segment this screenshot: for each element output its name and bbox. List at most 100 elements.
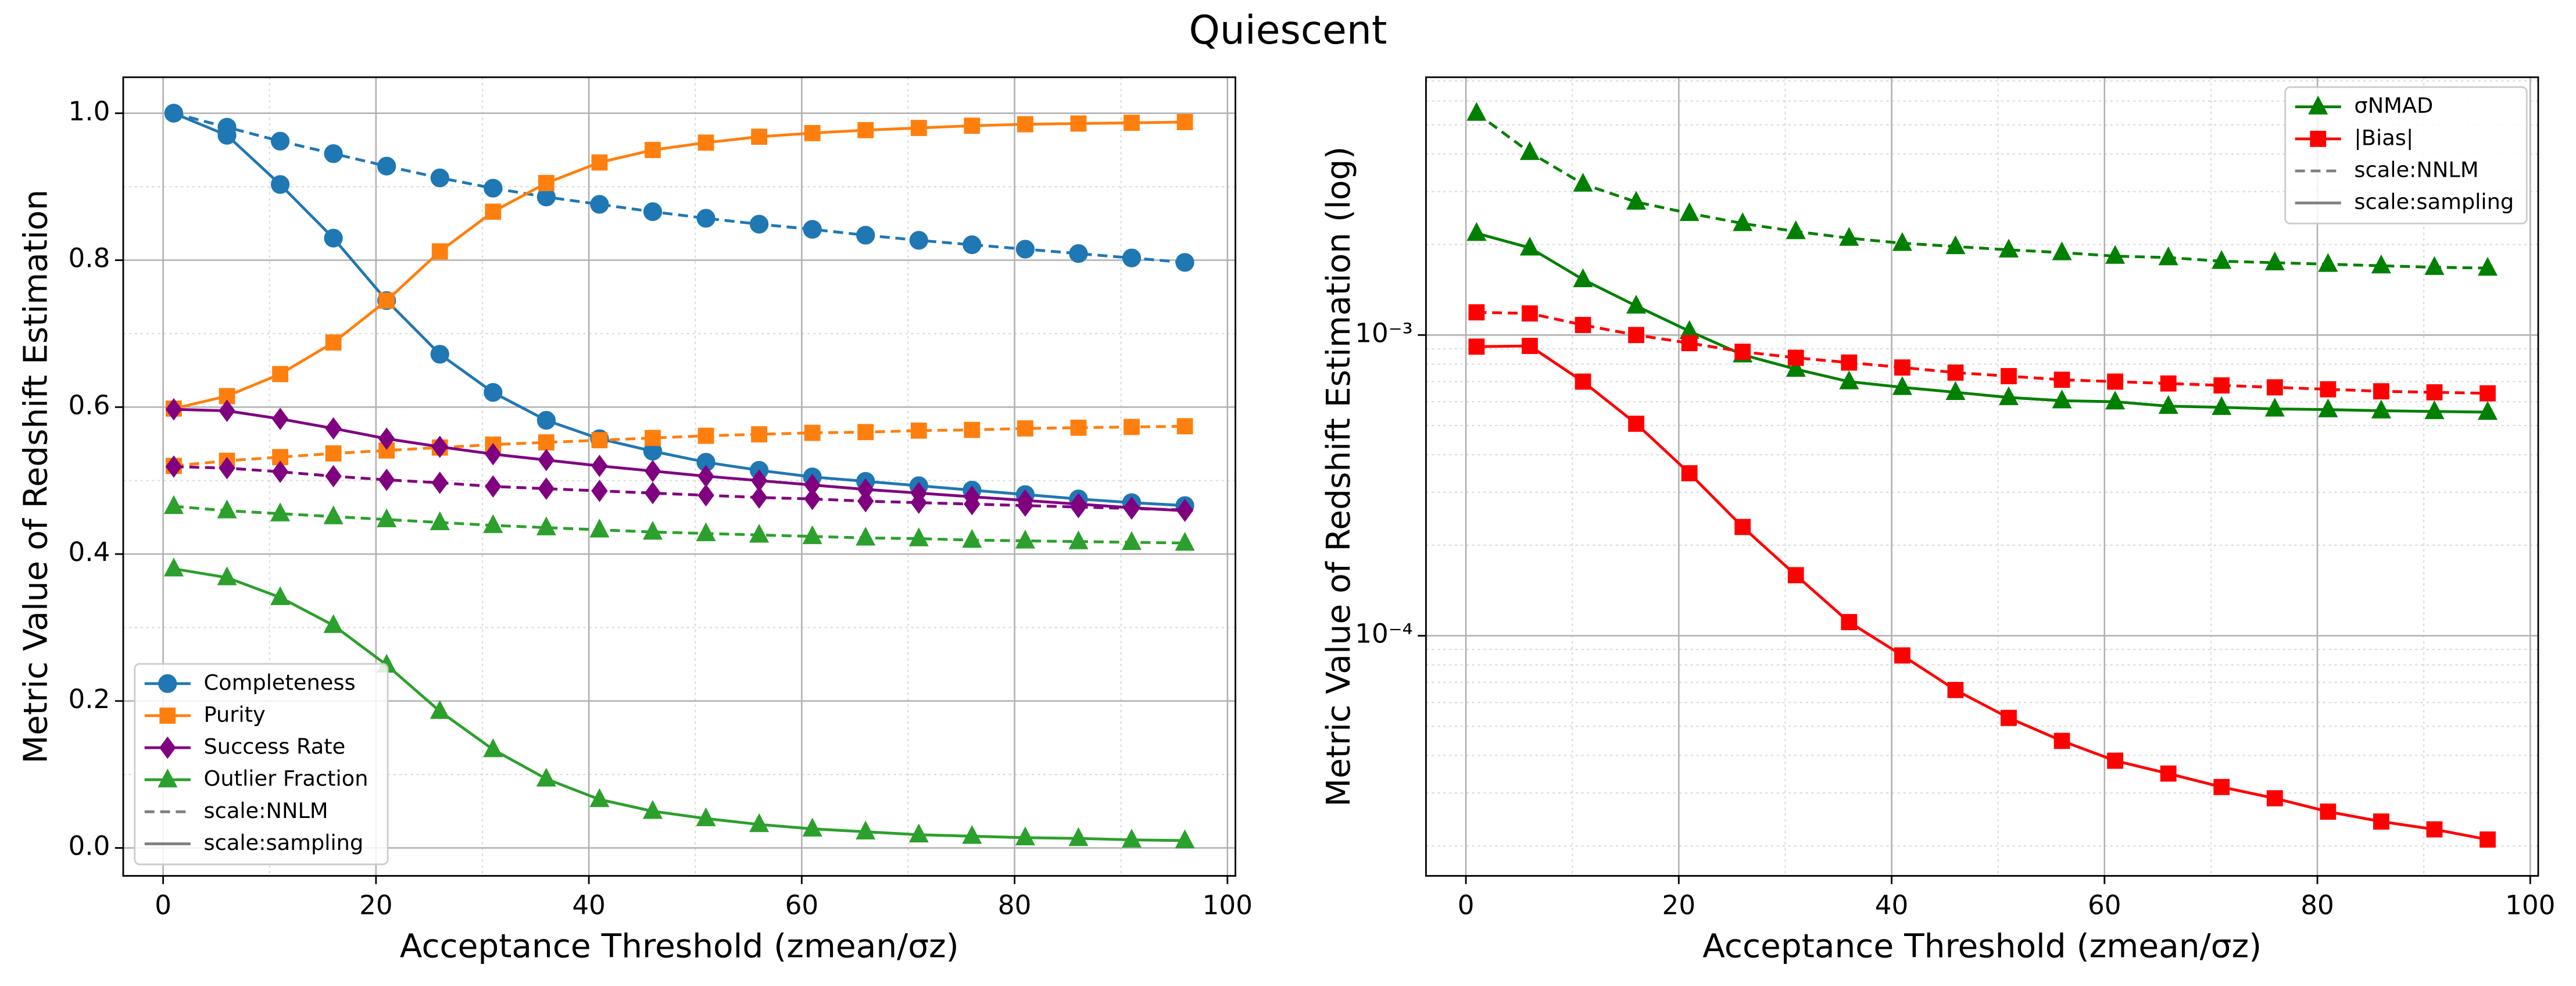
- legend-marker: [2310, 130, 2327, 147]
- data-point: [644, 481, 661, 505]
- data-point: [857, 122, 874, 138]
- data-point: [536, 516, 556, 535]
- data-point: [325, 445, 342, 462]
- data-point: [324, 228, 343, 248]
- data-point: [2266, 790, 2283, 807]
- data-point: [2424, 400, 2445, 419]
- data-point: [1176, 499, 1193, 522]
- data-point: [2371, 399, 2391, 419]
- data-point: [1522, 305, 1538, 322]
- data-point: [591, 432, 608, 449]
- data-point: [2480, 831, 2496, 848]
- data-point: [964, 117, 981, 134]
- data-point: [430, 345, 449, 364]
- data-point: [1468, 338, 1485, 355]
- series-line: [173, 505, 1185, 545]
- data-point: [1681, 335, 1698, 352]
- data-point: [804, 473, 821, 496]
- data-point: [2318, 253, 2338, 272]
- data-point: [910, 120, 927, 136]
- data-point: [1575, 373, 1591, 390]
- data-point: [696, 807, 716, 827]
- data-point: [589, 519, 610, 538]
- data-point: [642, 800, 663, 819]
- series-line: [1476, 231, 2488, 414]
- data-point: [2158, 246, 2178, 266]
- data-point: [1466, 102, 1487, 121]
- legend-marker: [159, 708, 176, 724]
- data-point: [962, 825, 982, 844]
- data-point: [645, 142, 661, 158]
- data-point: [1839, 370, 1859, 390]
- data-point: [2477, 256, 2498, 276]
- data-point: [749, 523, 770, 543]
- data-point: [1945, 235, 1966, 255]
- data-point: [1121, 531, 1142, 550]
- data-point: [590, 195, 609, 214]
- data-point: [2160, 375, 2177, 392]
- data-point: [1573, 268, 1593, 287]
- data-point: [749, 215, 769, 234]
- data-point: [591, 154, 608, 171]
- series-line: [173, 424, 1185, 467]
- data-point: [270, 502, 291, 521]
- data-point: [431, 471, 449, 494]
- series-line: [1476, 344, 2488, 841]
- plot-frame: [122, 76, 1236, 877]
- legend-box: [134, 663, 389, 866]
- x-tick-label: 40: [1875, 889, 1909, 920]
- data-point: [1175, 531, 1195, 551]
- y-axis-label: Metric Value of Redshift Estimation: [17, 190, 55, 764]
- y-tick-label: 0.2: [68, 684, 110, 715]
- data-point: [430, 511, 450, 530]
- data-point: [430, 168, 449, 188]
- data-point: [697, 465, 714, 488]
- data-point: [1681, 465, 1698, 481]
- data-point: [697, 134, 714, 151]
- data-point: [538, 477, 555, 500]
- data-point: [2001, 368, 2017, 384]
- data-point: [1628, 327, 1644, 344]
- data-point: [483, 514, 503, 533]
- data-point: [1841, 614, 1858, 630]
- data-point: [270, 131, 290, 151]
- x-tick-label: 0: [155, 889, 171, 920]
- data-point: [2212, 396, 2232, 415]
- data-point: [2053, 371, 2070, 388]
- data-point: [2107, 373, 2124, 390]
- data-point: [1787, 349, 1804, 366]
- data-point: [1998, 386, 2019, 405]
- data-point: [431, 435, 449, 458]
- y-tick-label: 10⁻⁴: [1355, 619, 1413, 649]
- data-point: [1123, 496, 1140, 519]
- data-point: [378, 292, 395, 309]
- data-point: [750, 469, 768, 492]
- data-point: [2424, 256, 2445, 275]
- data-point: [751, 426, 768, 442]
- data-point: [1734, 344, 1751, 360]
- x-tick-label: 80: [998, 889, 1032, 920]
- data-point: [1519, 237, 1540, 256]
- x-axis-label: Acceptance Threshold (zmean/σz): [400, 928, 959, 966]
- data-point: [2052, 389, 2072, 409]
- data-point: [2105, 245, 2126, 264]
- data-point: [751, 128, 768, 145]
- data-point: [962, 528, 982, 548]
- y-tick-label: 0.4: [68, 537, 110, 567]
- legend-label: Completeness: [203, 670, 355, 695]
- data-point: [325, 417, 342, 440]
- data-point: [219, 399, 235, 422]
- data-point: [696, 209, 715, 228]
- data-point: [2480, 385, 2496, 402]
- data-point: [377, 156, 396, 176]
- data-point: [750, 486, 768, 509]
- data-point: [270, 175, 290, 194]
- data-point: [536, 410, 556, 430]
- x-tick-label: 80: [2300, 889, 2334, 920]
- data-point: [1786, 358, 1806, 377]
- data-point: [323, 505, 344, 524]
- data-point: [1175, 829, 1195, 849]
- data-point: [325, 465, 342, 488]
- x-tick-label: 20: [1662, 889, 1696, 920]
